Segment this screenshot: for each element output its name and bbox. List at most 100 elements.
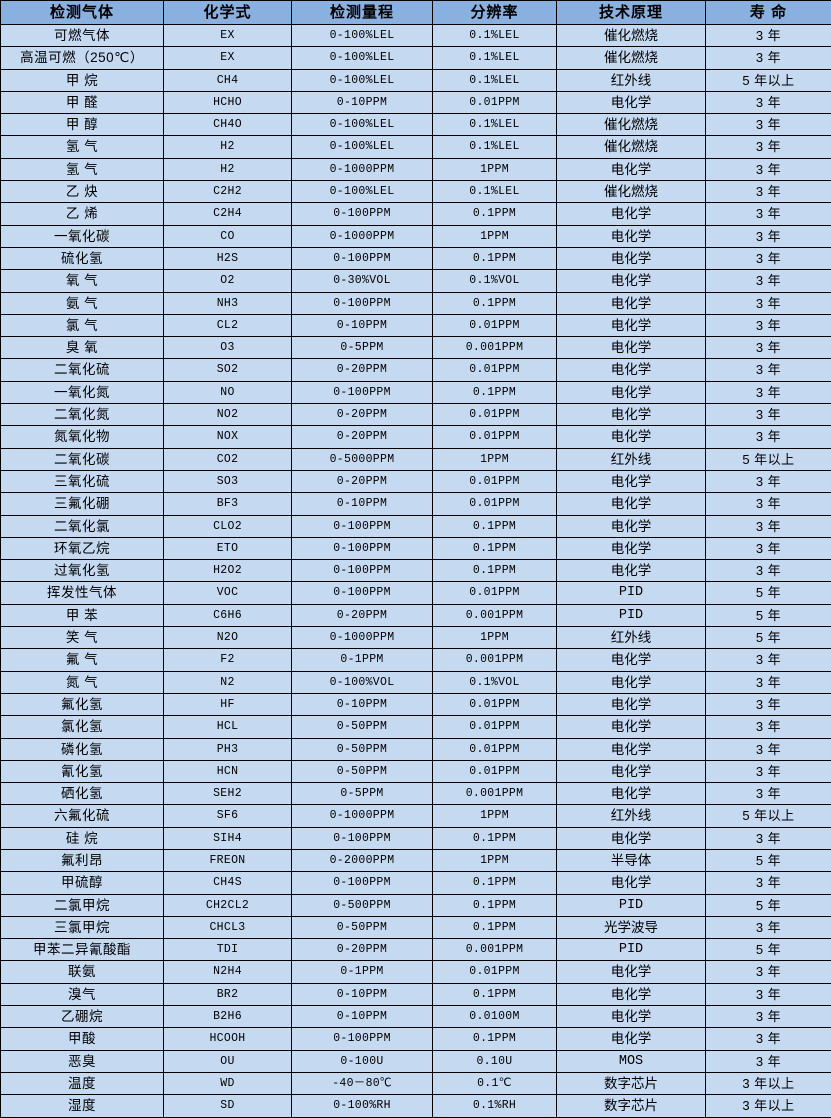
cell-gas: 氢 气 [1, 136, 164, 158]
cell-gas: 硅 烷 [1, 827, 164, 849]
cell-life: 5 年以上 [706, 69, 831, 91]
cell-formula: TDI [164, 939, 292, 961]
cell-range: 0-10PPM [292, 493, 433, 515]
cell-range: 0-1PPM [292, 649, 433, 671]
cell-gas: 乙 烯 [1, 203, 164, 225]
cell-gas: 氯 气 [1, 314, 164, 336]
cell-tech: 红外线 [557, 448, 706, 470]
cell-resolution: 0.10U [433, 1050, 557, 1072]
cell-gas: 挥发性气体 [1, 582, 164, 604]
cell-resolution: 1PPM [433, 849, 557, 871]
cell-resolution: 0.1PPM [433, 381, 557, 403]
cell-resolution: 0.01PPM [433, 91, 557, 113]
cell-resolution: 0.01PPM [433, 359, 557, 381]
cell-formula: CLO2 [164, 515, 292, 537]
cell-life: 3 年 [706, 515, 831, 537]
cell-resolution: 0.1PPM [433, 203, 557, 225]
cell-formula: SO3 [164, 470, 292, 492]
cell-formula: C2H4 [164, 203, 292, 225]
cell-formula: WD [164, 1072, 292, 1094]
cell-formula: B2H6 [164, 1006, 292, 1028]
cell-gas: 高温可燃（250℃） [1, 47, 164, 69]
cell-resolution: 0.1%LEL [433, 69, 557, 91]
cell-resolution: 0.1PPM [433, 1028, 557, 1050]
cell-range: 0-20PPM [292, 404, 433, 426]
cell-formula: OU [164, 1050, 292, 1072]
cell-tech: 光学波导 [557, 916, 706, 938]
cell-range: 0-5PPM [292, 783, 433, 805]
cell-gas: 溴气 [1, 983, 164, 1005]
cell-gas: 臭 氧 [1, 337, 164, 359]
cell-range: -40－80℃ [292, 1072, 433, 1094]
cell-range: 0-2000PPM [292, 849, 433, 871]
cell-range: 0-50PPM [292, 760, 433, 782]
cell-life: 3 年 [706, 158, 831, 180]
cell-range: 0-1000PPM [292, 805, 433, 827]
cell-formula: CH4 [164, 69, 292, 91]
cell-tech: 半导体 [557, 849, 706, 871]
cell-resolution: 1PPM [433, 805, 557, 827]
cell-gas: 氨 气 [1, 292, 164, 314]
cell-life: 3 年 [706, 47, 831, 69]
cell-gas: 氰化氢 [1, 760, 164, 782]
cell-formula: N2 [164, 671, 292, 693]
cell-formula: H2S [164, 247, 292, 269]
cell-life: 3 年 [706, 136, 831, 158]
cell-resolution: 0.001PPM [433, 939, 557, 961]
cell-gas: 一氧化碳 [1, 225, 164, 247]
cell-resolution: 0.1PPM [433, 872, 557, 894]
cell-tech: 催化燃烧 [557, 114, 706, 136]
cell-tech: 电化学 [557, 560, 706, 582]
cell-range: 0-1PPM [292, 961, 433, 983]
cell-gas: 甲酸 [1, 1028, 164, 1050]
cell-range: 0-10PPM [292, 314, 433, 336]
cell-life: 3 年 [706, 738, 831, 760]
cell-gas: 三氧化硫 [1, 470, 164, 492]
cell-tech: 催化燃烧 [557, 47, 706, 69]
cell-range: 0-20PPM [292, 939, 433, 961]
cell-gas: 联氨 [1, 961, 164, 983]
cell-resolution: 0.1%VOL [433, 270, 557, 292]
cell-resolution: 0.01PPM [433, 426, 557, 448]
cell-life: 3 年 [706, 693, 831, 715]
cell-gas: 三氟化硼 [1, 493, 164, 515]
cell-tech: 电化学 [557, 1028, 706, 1050]
cell-tech: 电化学 [557, 760, 706, 782]
cell-resolution: 0.1%LEL [433, 25, 557, 47]
cell-life: 3 年 [706, 181, 831, 203]
cell-formula: CHCL3 [164, 916, 292, 938]
cell-gas: 甲 烷 [1, 69, 164, 91]
cell-tech: 数字芯片 [557, 1072, 706, 1094]
table-header: 检测气体 化学式 检测量程 分辨率 技术原理 寿 命 [1, 1, 831, 25]
cell-life: 5 年以上 [706, 448, 831, 470]
cell-life: 3 年 [706, 537, 831, 559]
column-header-tech: 技术原理 [557, 1, 706, 25]
cell-resolution: 0.01PPM [433, 470, 557, 492]
cell-resolution: 0.01PPM [433, 961, 557, 983]
cell-gas: 氢 气 [1, 158, 164, 180]
cell-gas: 氮氧化物 [1, 426, 164, 448]
cell-resolution: 0.1PPM [433, 894, 557, 916]
cell-life: 3 年 [706, 114, 831, 136]
cell-life: 3 年 [706, 649, 831, 671]
cell-life: 3 年以上 [706, 1072, 831, 1094]
cell-gas: 恶臭 [1, 1050, 164, 1072]
cell-tech: 催化燃烧 [557, 25, 706, 47]
